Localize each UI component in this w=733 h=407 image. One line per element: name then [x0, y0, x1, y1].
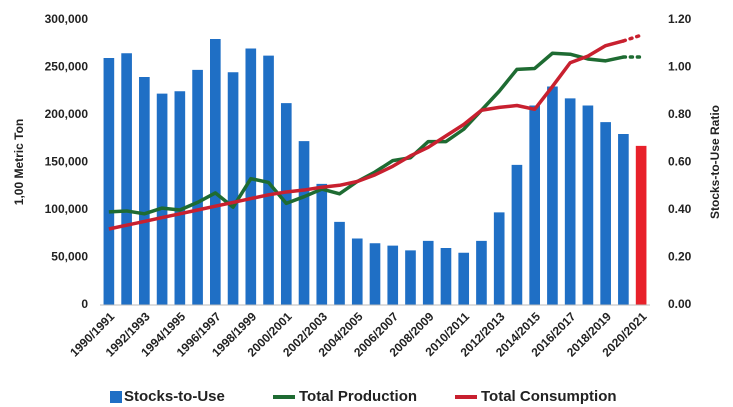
bar: [618, 134, 629, 305]
y-tick-label: 150,000: [45, 155, 89, 169]
bar: [156, 93, 168, 305]
y2-tick-label: 0.40: [668, 202, 692, 216]
bar: [405, 250, 416, 305]
bar: [387, 245, 399, 305]
line: [108, 51, 624, 216]
y2-tick-label: 0.00: [668, 297, 692, 311]
y-tick-label: 200,000: [45, 107, 89, 121]
bar: [210, 39, 221, 305]
legend-label: Total Production: [299, 388, 417, 405]
bar: [103, 58, 115, 305]
bar: [529, 105, 540, 305]
bar: [334, 221, 345, 305]
y-tick-label: 50,000: [51, 250, 88, 264]
bar: [174, 91, 186, 305]
bar: [493, 212, 505, 305]
y-axis-title: 1,00 Metric Ton: [12, 119, 26, 205]
bar: [139, 77, 150, 305]
bar: [458, 252, 470, 305]
y2-tick-label: 0.20: [668, 250, 692, 264]
bar: [263, 55, 274, 305]
bar: [635, 145, 647, 305]
bar: [511, 164, 523, 305]
y2-tick-label: 0.60: [668, 155, 692, 169]
y-tick-label: 250,000: [45, 60, 89, 74]
y2-tick-label: 1.20: [668, 12, 692, 26]
bar: [351, 238, 363, 305]
bar: [564, 98, 576, 305]
bar: [476, 240, 487, 305]
bar: [600, 122, 611, 305]
legend-label: Total Consumption: [481, 388, 617, 405]
bar: [316, 183, 328, 305]
projected-segment: [621, 33, 643, 43]
y-tick-label: 0: [81, 297, 88, 311]
bar: [422, 240, 434, 305]
y2-tick-label: 0.80: [668, 107, 692, 121]
bar: [440, 248, 452, 305]
bar: [192, 69, 203, 305]
y2-tick-label: 1.00: [668, 60, 692, 74]
y2-axis-title: Stocks-to-Use Ratio: [708, 105, 722, 219]
bar: [369, 243, 381, 305]
bar: [121, 53, 132, 305]
legend-swatch: [110, 391, 122, 403]
line: [108, 39, 624, 231]
y-tick-label: 300,000: [45, 12, 89, 26]
y-tick-label: 100,000: [45, 202, 89, 216]
bar: [245, 48, 257, 305]
bar: [227, 72, 239, 305]
bar: [582, 105, 594, 305]
bar: [298, 141, 310, 305]
bar: [547, 86, 558, 305]
legend: Stocks-to-Use Total Production Total Consu…: [110, 388, 617, 405]
legend-label: Stocks-to-Use: [124, 388, 225, 405]
